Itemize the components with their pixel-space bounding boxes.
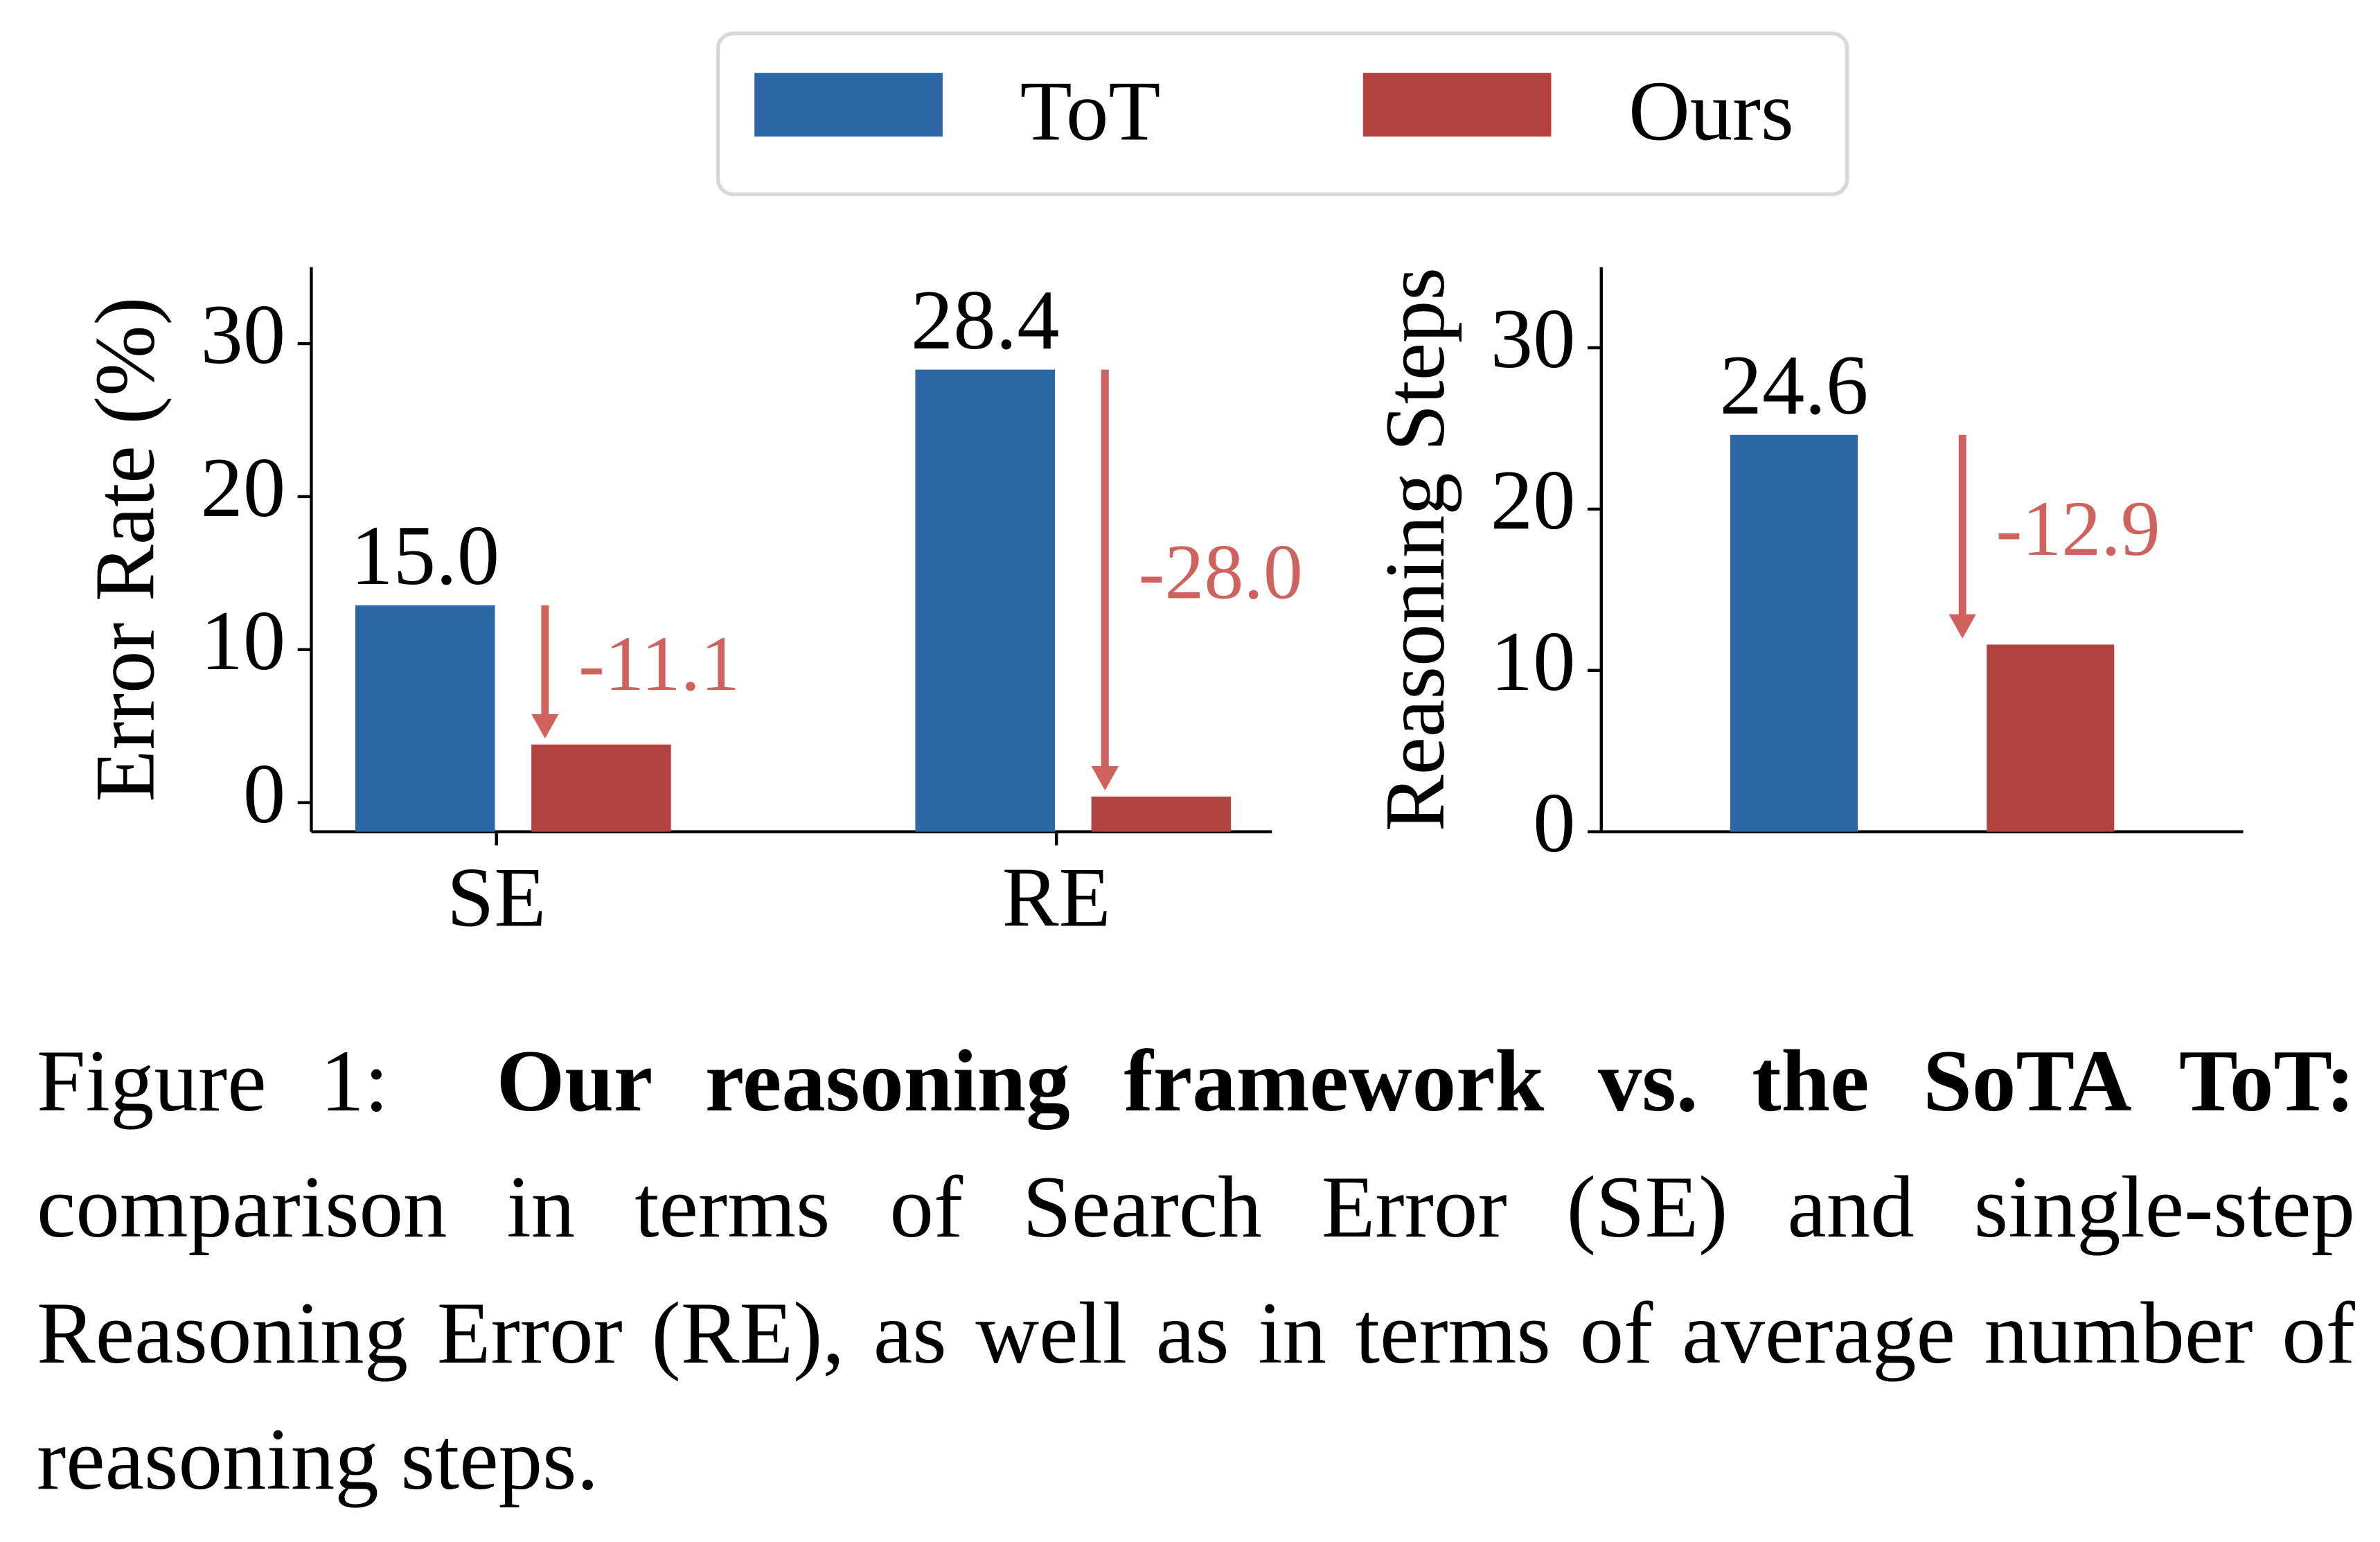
y-tick-label: 10 [1491, 614, 1576, 709]
legend-label: ToT [1020, 64, 1161, 159]
arrow-head [531, 714, 559, 738]
caption-label: Figure 1: [37, 1033, 389, 1130]
bar-label: 28.4 [911, 273, 1060, 367]
y-tick-label: 0 [1533, 776, 1575, 870]
legend-label: Ours [1628, 64, 1794, 159]
y-tick-label: 30 [201, 287, 286, 382]
legend-swatch [754, 73, 943, 137]
bar [531, 744, 671, 832]
y-tick-label: 20 [1491, 453, 1576, 547]
x-tick-label: SE [447, 850, 546, 944]
bar [1987, 644, 2115, 832]
bar [915, 369, 1056, 832]
y-tick-label: 30 [1491, 292, 1576, 386]
legend-swatch [1362, 73, 1552, 137]
y-tick-label: 0 [243, 747, 285, 841]
caption: Figure 1: Our reasoning framework vs. th… [37, 1018, 2355, 1523]
y-axis-label: Reasoning Steps [1368, 267, 1462, 831]
legend: ToT Ours [754, 64, 1794, 159]
bar [1730, 434, 1858, 832]
arrow-head [1091, 766, 1119, 791]
y-tick-label: 20 [201, 441, 286, 535]
y-tick-label: 10 [201, 594, 286, 688]
bar-label: 24.6 [1720, 338, 1869, 432]
bar-label: 15.0 [350, 508, 499, 603]
arrow-head [1948, 614, 1976, 639]
delta-label: -11.1 [578, 619, 740, 707]
delta-label: -28.0 [1139, 527, 1303, 615]
caption-text: comparison in terms of Search Error (SE)… [37, 1159, 2355, 1508]
bar [1091, 796, 1232, 832]
caption-bold: Our reasoning framework vs. the SoTA ToT… [496, 1033, 2356, 1130]
bar [355, 605, 495, 832]
delta-label: -12.9 [1996, 484, 2160, 572]
legend-box [716, 31, 1849, 197]
y-axis-label: Error Rate (%) [78, 297, 172, 802]
x-tick-label: RE [1002, 850, 1111, 944]
